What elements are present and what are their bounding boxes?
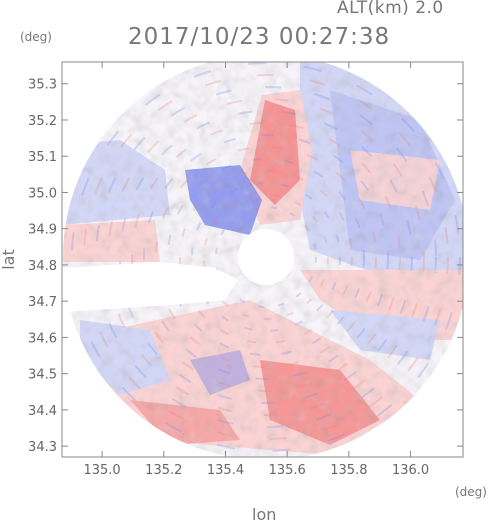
y-tick-label: 34.4	[28, 404, 57, 419]
x-tick-label: 136.0	[392, 463, 429, 478]
y-axis-unit: (deg)	[20, 30, 52, 44]
x-axis-unit: (deg)	[455, 485, 487, 499]
y-tick-label: 34.9	[28, 223, 57, 238]
y-tick-label: 34.6	[28, 331, 57, 346]
no-data-wedge	[62, 262, 238, 312]
timestamp-title: 2017/10/23 00:27:38	[128, 24, 391, 50]
y-tick-label: 34.3	[28, 440, 57, 455]
y-tick-label: 35.0	[28, 186, 57, 201]
y-tick-label: 35.3	[28, 78, 57, 93]
y-tick-label: 34.7	[28, 295, 57, 310]
x-tick-label: 135.6	[269, 463, 306, 478]
y-tick-label: 34.8	[28, 259, 57, 274]
radar-center-blank	[238, 229, 294, 285]
x-tick-label: 135.0	[83, 463, 120, 478]
x-tick-label: 135.8	[330, 463, 367, 478]
plot-frame	[61, 61, 464, 458]
y-tick-label: 35.1	[28, 150, 57, 165]
x-tick-label: 135.4	[207, 463, 244, 478]
x-axis-label: lon	[252, 505, 277, 524]
altitude-label: ALT(km) 2.0	[337, 0, 444, 18]
radar-echo-field	[62, 62, 463, 457]
x-tick-label: 135.2	[145, 463, 182, 478]
y-tick-label: 35.2	[28, 114, 57, 129]
y-tick-label: 34.5	[28, 368, 57, 383]
